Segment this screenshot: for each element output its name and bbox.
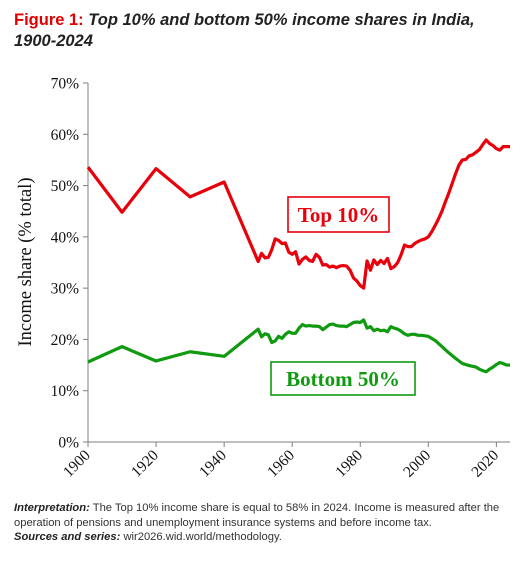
y-tick-label: 10% — [51, 383, 80, 400]
sources-label: Sources and series: — [14, 531, 121, 543]
figure-notes: Interpretation: The Top 10% income share… — [14, 501, 514, 545]
sources-text: wir2026.wid.world/methodology. — [120, 531, 282, 543]
sources-note: Sources and series: wir2026.wid.world/me… — [14, 530, 514, 545]
figure-title: Figure 1: Top 10% and bottom 50% income … — [14, 10, 509, 52]
top10-series-line — [86, 138, 510, 290]
x-tick-label: 1920 — [128, 447, 162, 481]
y-tick-label: 70% — [51, 76, 80, 93]
y-tick-label: 50% — [51, 178, 80, 195]
interpretation-note: Interpretation: The Top 10% income share… — [14, 501, 514, 530]
y-ticks-group: 0% 10% 20% 30% 40% 50% 60% 70% — [51, 76, 88, 452]
x-tick-label: 1980 — [332, 447, 366, 481]
x-tick-label: 2020 — [468, 447, 502, 481]
x-tick-label: 2000 — [400, 447, 434, 481]
axes-group — [87, 83, 510, 443]
interpretation-label: Interpretation: — [14, 502, 90, 514]
series-group — [86, 138, 510, 374]
figure-title-text: Top 10% and bottom 50% income shares in … — [14, 11, 475, 50]
bottom50-label-frame — [270, 361, 416, 396]
interpretation-text: The Top 10% income share is equal to 58%… — [14, 502, 500, 529]
income-share-chart: 0% 10% 20% 30% 40% 50% 60% 70% 1900 1920 1940 1960… — [16, 76, 510, 481]
x-tick-label: 1960 — [264, 447, 298, 481]
y-tick-label: 20% — [51, 332, 80, 349]
y-tick-label: 60% — [51, 127, 80, 144]
x-tick-label: 1940 — [196, 447, 230, 481]
x-ticks-group: 1900 1920 1940 1960 1980 2000 2020 — [60, 442, 502, 481]
y-tick-label: 30% — [51, 281, 80, 298]
series-labels-group: Top 10% Bottom 50% — [270, 196, 416, 396]
y-tick-label: 0% — [58, 435, 79, 452]
top10-label-box: Top 10% — [287, 196, 390, 233]
top10-label-frame — [287, 196, 390, 233]
x-tick-label: 1900 — [60, 447, 94, 481]
top10-series-label: Top 10% — [298, 203, 380, 227]
y-tick-label: 40% — [51, 229, 80, 246]
figure-label: Figure 1: — [14, 11, 84, 29]
bottom50-series-line — [87, 318, 510, 374]
bottom50-series-label: Bottom 50% — [286, 367, 400, 391]
y-axis-label: Income share (% total) — [16, 178, 36, 347]
bottom50-label-box: Bottom 50% — [270, 361, 416, 396]
